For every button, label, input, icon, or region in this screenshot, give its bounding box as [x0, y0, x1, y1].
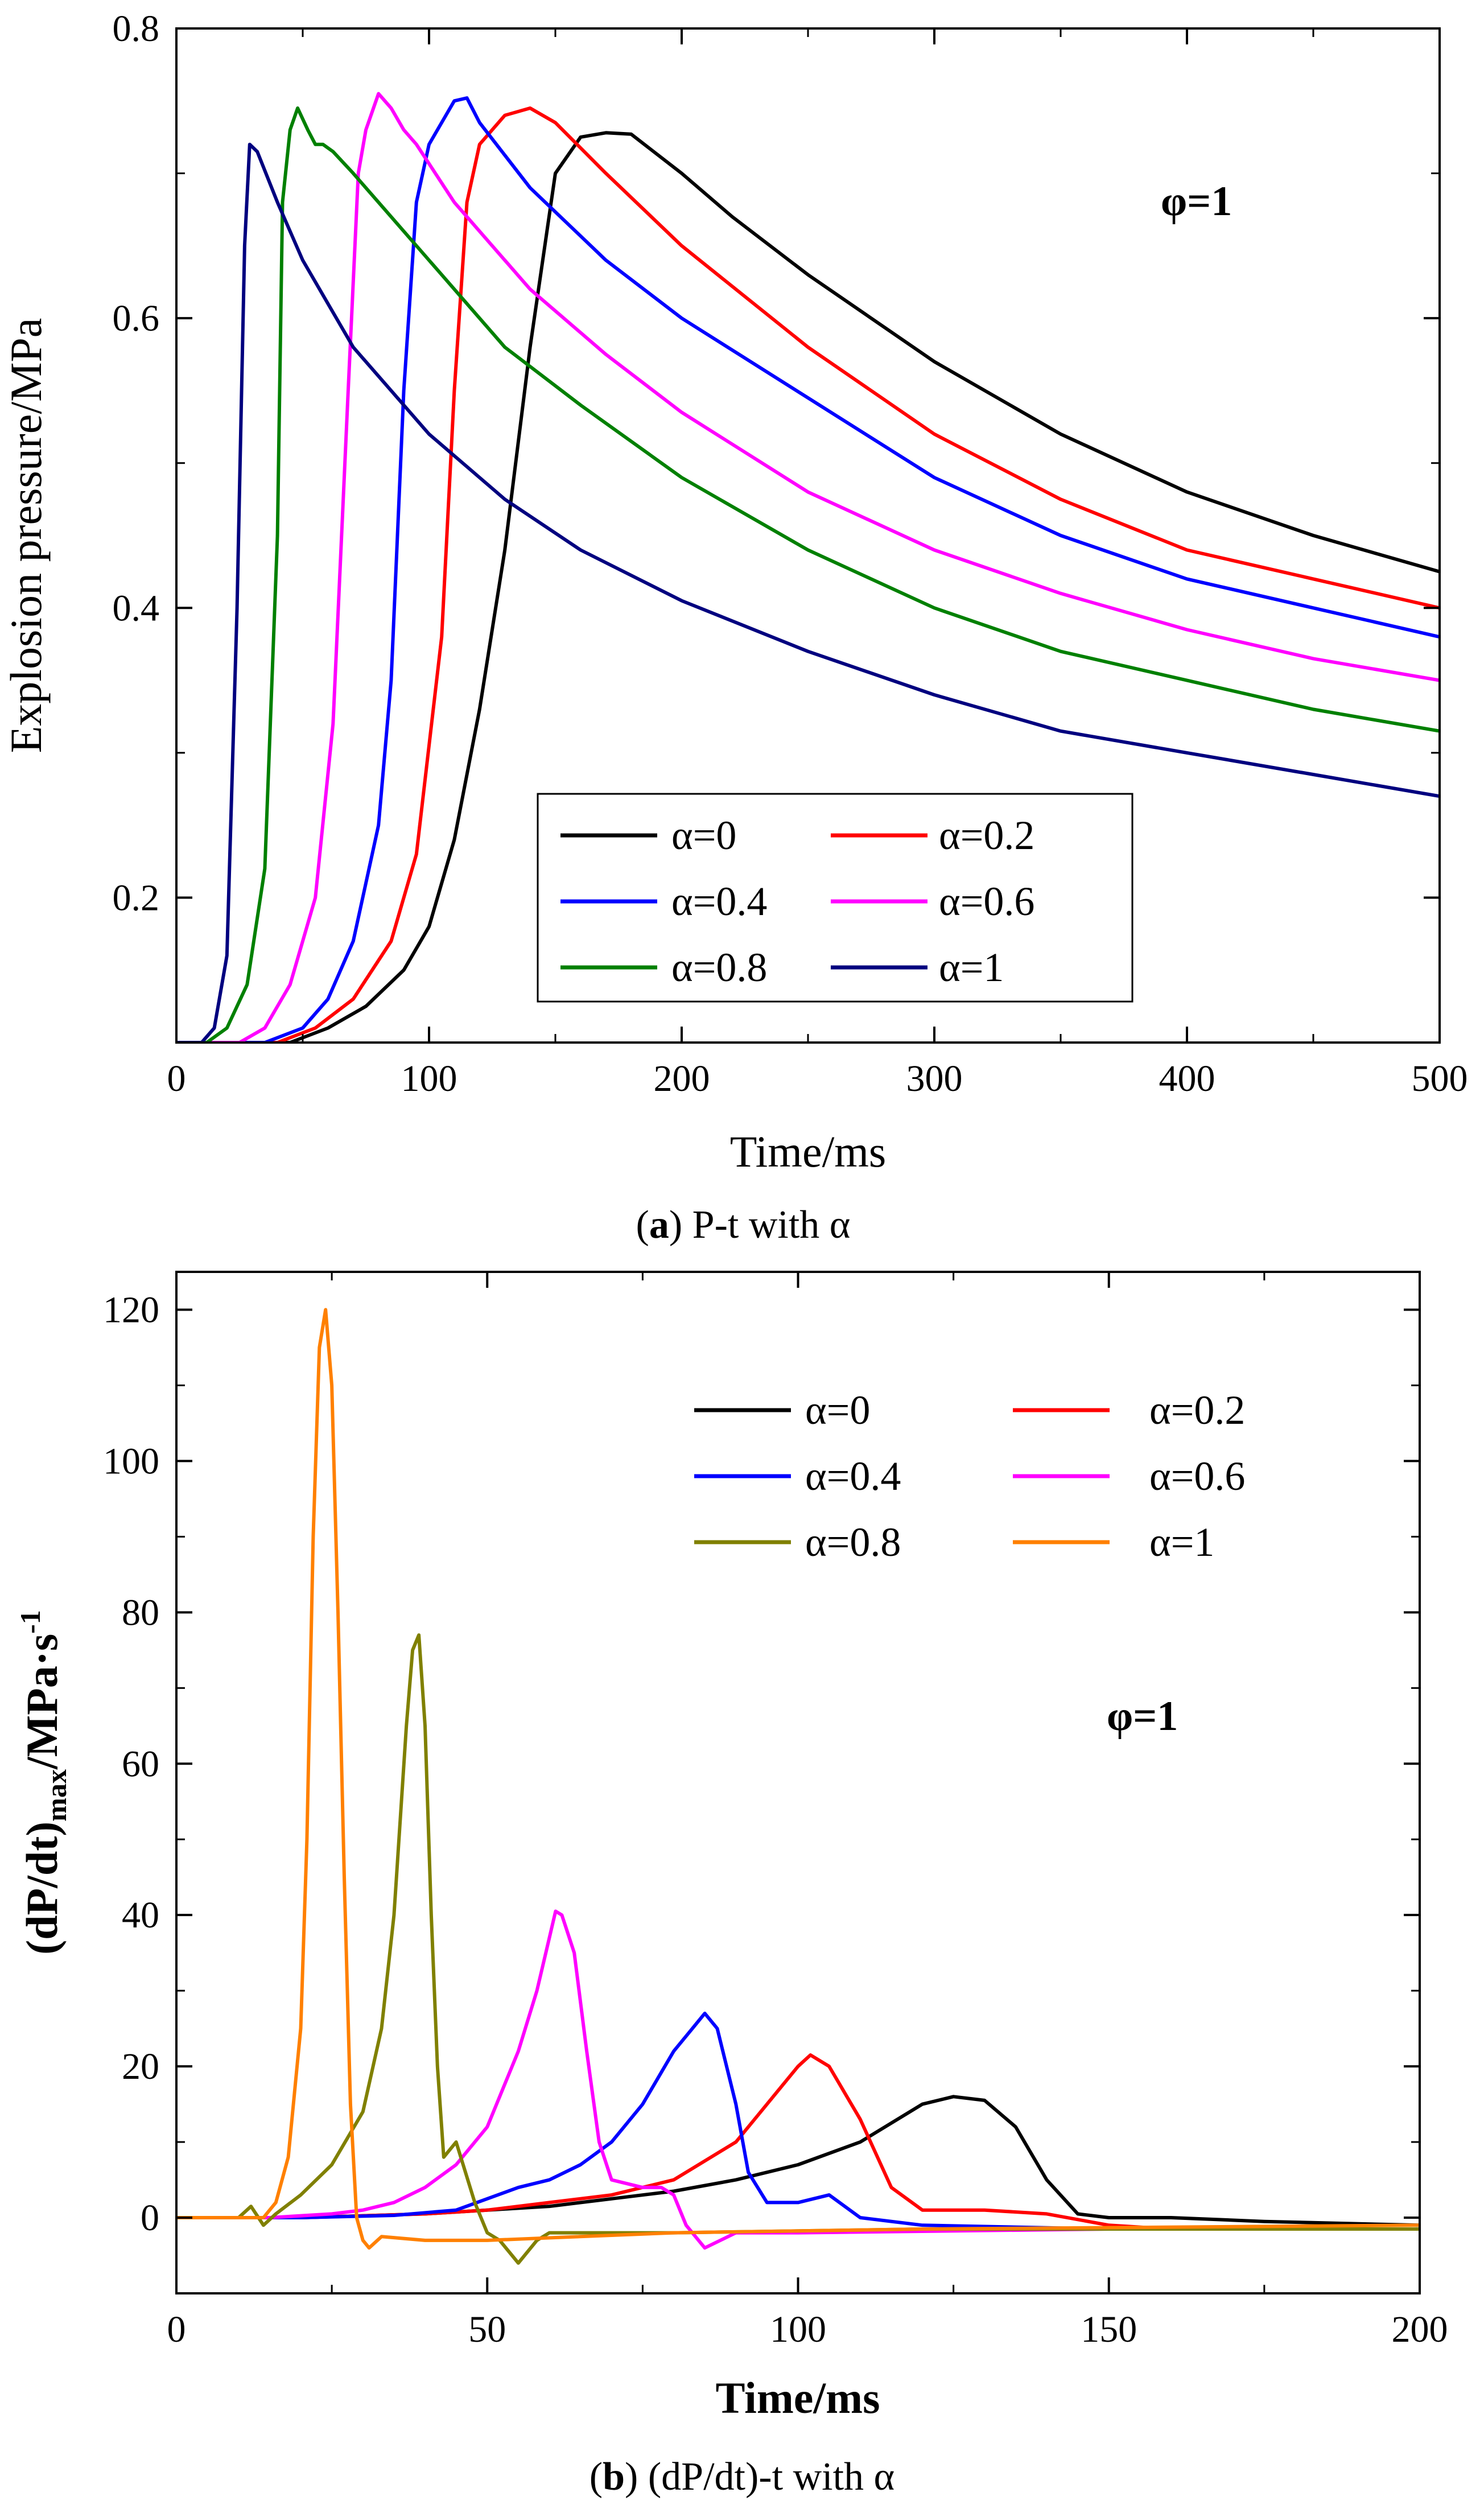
panel-b-annotation: φ=1 — [1107, 1693, 1178, 1740]
panel-a-legend-frame — [537, 793, 1133, 1003]
panel-a-series-line-1 — [176, 106, 1440, 1043]
panel-a-series — [176, 92, 1440, 1043]
panel-b-y-tick-label: 0 — [141, 2197, 159, 2239]
panel-b-series-line-4 — [176, 1633, 1420, 2265]
panel-a-legend-label-2: α=0.4 — [671, 879, 767, 924]
panel-b-x-tick-label: 50 — [468, 2309, 506, 2350]
panel-a-chart: 0 100 200 300 400 500 0.2 0.4 0.6 0.8 φ=1 Explosi… — [1, 8, 1468, 1247]
panel-a-series-line-2 — [176, 96, 1440, 1043]
panel-a-series-line-3 — [176, 92, 1440, 1043]
panel-b-y-axis-label-sup: -1 — [14, 1610, 46, 1634]
panel-b-legend-label-5: α=1 — [1149, 1519, 1214, 1565]
panel-a-caption: (a) P-t with α — [636, 1203, 851, 1247]
panel-b-y-axis-label-rest: /MPa·s — [17, 1634, 67, 1770]
panel-a-ticks: 0 100 200 300 400 500 0.2 0.4 0.6 0.8 — [113, 8, 1468, 1099]
panel-a-x-tick-label: 0 — [167, 1058, 186, 1099]
panel-b-series-line-2 — [176, 2012, 1420, 2231]
panel-b-legend-label-3: α=0.6 — [1149, 1453, 1245, 1499]
panel-a-caption-text: P-t with α — [682, 1203, 850, 1247]
panel-b-series-line-1 — [176, 2053, 1420, 2231]
panel-a-legend-label-0: α=0 — [671, 813, 736, 858]
panel-a-series-line-4 — [176, 106, 1440, 1043]
panel-a-y-tick-label: 0.8 — [113, 8, 160, 50]
panel-b-legend: α=0 α=0.2 α=0.4 α=0.6 α=0.8 α=1 — [694, 1387, 1245, 1565]
panel-b-y-tick-label: 80 — [122, 1592, 159, 1633]
panel-a-series-line-5 — [176, 142, 1440, 1043]
panel-b-legend-label-2: α=0.4 — [805, 1453, 901, 1499]
panel-b-series-line-3 — [176, 1909, 1420, 2250]
panel-a-y-tick-label: 0.4 — [113, 587, 160, 629]
panel-a-caption-tag: a — [649, 1203, 669, 1247]
panel-b-caption-tag: b — [603, 2455, 625, 2499]
panel-b-y-tick-label: 60 — [122, 1743, 159, 1785]
panel-a-x-tick-label: 200 — [654, 1058, 710, 1099]
panel-a-annotation: φ=1 — [1161, 178, 1232, 225]
panel-a-legend: α=0 α=0.2 α=0.4 α=0.6 α=0.8 α=1 — [537, 793, 1133, 1003]
panel-a-legend-label-5: α=1 — [939, 945, 1004, 990]
panel-a-series-line-0 — [176, 131, 1440, 1043]
panel-b-x-axis-label: Time/ms — [716, 2373, 880, 2423]
panel-a-x-tick-label: 400 — [1159, 1058, 1215, 1099]
panel-b-series-line-0 — [176, 2095, 1420, 2227]
panel-a-x-tick-label: 500 — [1412, 1058, 1468, 1099]
panel-b-x-tick-label: 100 — [770, 2309, 826, 2350]
panel-b-caption-text: (dP/dt)-t with α — [638, 2455, 894, 2499]
panel-b-ticks: 0 50 100 150 200 0 20 40 60 80 100 120 — [103, 1272, 1448, 2350]
panel-b-x-tick-label: 0 — [167, 2309, 186, 2350]
panel-b-legend-label-1: α=0.2 — [1149, 1387, 1245, 1433]
panel-a-x-tick-label: 100 — [401, 1058, 457, 1099]
panel-b-x-tick-label: 200 — [1392, 2309, 1448, 2350]
panel-a-y-tick-label: 0.2 — [113, 877, 160, 918]
panel-b-caption: (b) (dP/dt)-t with α — [590, 2455, 894, 2499]
panel-a-legend-label-4: α=0.8 — [671, 945, 767, 990]
panel-a-x-tick-label: 300 — [906, 1058, 963, 1099]
panel-b-x-tick-label: 150 — [1081, 2309, 1137, 2350]
panel-a-legend-label-1: α=0.2 — [939, 813, 1034, 858]
panel-b-legend-label-4: α=0.8 — [805, 1519, 901, 1565]
panel-b-series-line-5 — [176, 1308, 1420, 2250]
panel-a-x-axis-label: Time/ms — [730, 1127, 887, 1176]
panel-b-y-tick-label: 40 — [122, 1894, 159, 1936]
panel-b-y-tick-label: 120 — [103, 1289, 159, 1330]
panel-b-y-axis-label-sub: max — [40, 1769, 72, 1822]
panel-a-legend-label-3: α=0.6 — [939, 879, 1034, 924]
panel-b-chart: 0 50 100 150 200 0 20 40 60 80 100 120 φ=1 (dP/dt)m… — [14, 1271, 1448, 2499]
panel-b-y-axis-label-main: (dP/dt) — [17, 1822, 67, 1955]
panel-a-y-tick-label: 0.6 — [113, 298, 160, 339]
panel-b-y-tick-label: 100 — [103, 1440, 159, 1482]
panel-a-y-axis-label: Explosion pressure/MPa — [1, 318, 51, 753]
panel-b-series — [176, 1308, 1420, 2265]
panel-b-legend-label-0: α=0 — [805, 1387, 870, 1433]
panel-b-y-axis-label: (dP/dt)max/MPa·s-1 — [14, 1610, 72, 1955]
panel-b-y-tick-label: 20 — [122, 2046, 159, 2087]
